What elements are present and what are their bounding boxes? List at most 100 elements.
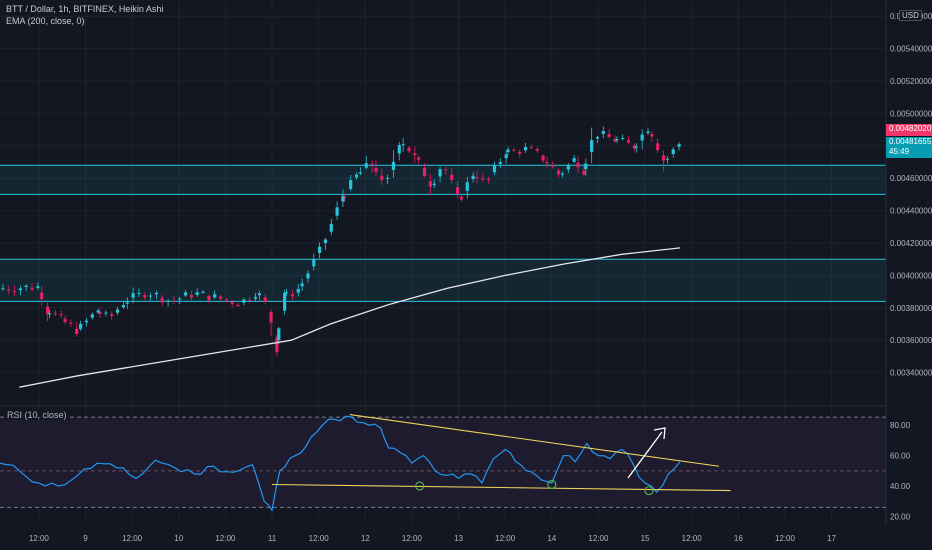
time-tick-label: 13 [454,534,463,543]
time-tick-label: 12:00 [122,534,143,543]
rsi-pane-background [0,417,886,508]
candle-body [248,299,252,301]
candle-body [137,292,141,294]
candle-body [131,293,135,298]
price-tick-label: 0.00500000 [890,109,932,118]
time-tick-label: 17 [827,534,836,543]
candle-body [671,149,675,155]
candle-body [236,304,240,306]
ema-legend[interactable]: EMA (200, close, 0) [6,16,85,26]
candle-body [40,292,44,300]
zone-fill [0,165,886,195]
current-price-tag: 0.00481655 45:49 [886,137,932,158]
time-axis[interactable]: 12:00 9 12:00 10 12:00 11 12:00 12 12:00 13 12:00 1… [29,534,837,543]
candle-body [545,161,549,164]
candle-body [650,134,654,137]
time-tick-label: 12:00 [29,534,50,543]
candle-body [665,158,670,160]
candle-body [24,285,28,288]
rsi-legend[interactable]: RSI (10, close) [4,410,70,420]
candle-body [380,175,384,180]
current-price-value: 0.00481655 [889,137,932,146]
candle-body [121,304,125,308]
candle-body [475,176,479,179]
rsi-low-markers [415,479,654,496]
currency-label[interactable]: USD [899,10,922,21]
candle-body [178,298,182,300]
candle-body [201,291,205,293]
candle-body [364,163,368,168]
candle-body [224,299,228,301]
candle-body [506,149,510,152]
candle-body [370,163,374,165]
candle-body [218,296,223,299]
candle-body [386,177,390,179]
candle-body [213,294,217,298]
candle-body [582,170,586,175]
candle-body [30,287,34,290]
rsi-axis[interactable]: 80.00 60.00 40.00 20.00 [890,421,911,521]
candle-body [166,300,170,302]
candle-body [626,140,631,143]
time-tick-label: 12:00 [588,534,609,543]
time-tick-label: 15 [641,534,650,543]
candle-body [601,130,605,134]
candle-body [53,313,57,315]
candle-body [656,143,660,151]
candle-body [584,163,588,170]
candle-body [349,180,353,189]
price-tick-label: 0.00440000 [890,207,932,216]
candle-body [615,139,619,141]
ema-line [19,247,681,388]
candle-body [96,310,100,313]
price-tick-label: 0.00380000 [890,304,932,313]
candle-body [183,292,188,296]
rsi-trendline [349,414,719,467]
symbol-legend[interactable]: BTT / Dollar, 1h, BITFINEX, Heikin Ashi [6,4,164,14]
candle-body [253,297,258,299]
candle-body [79,323,83,329]
candle-body [195,292,199,295]
candle-body [492,165,497,173]
rsi-tick-label: 40.00 [890,482,911,491]
candle-body [148,295,153,297]
candle-body [444,169,448,171]
candle-body [465,182,469,191]
candle-body [590,140,594,152]
last-price-tag: 0.00482020 [886,124,932,136]
candle-body [518,151,522,154]
rsi-tick-label: 20.00 [890,512,911,521]
candle-body [640,134,644,141]
candle-body [428,181,432,187]
candle-body [154,292,159,295]
candle-body [104,312,108,314]
candle-body [257,293,261,296]
time-tick-label: 12:00 [775,534,796,543]
candle-body [46,306,50,315]
candle-body [422,167,427,177]
candle-body [343,196,347,198]
candle-body [566,165,570,170]
candle-body [115,309,120,313]
candle-body [242,299,246,303]
candle-body [407,147,411,152]
price-tick-label: 0.00540000 [890,45,932,54]
candle-body [413,153,417,156]
candle-body [277,328,281,341]
candle-body [459,196,464,200]
candle-body [391,161,396,170]
time-tick-label: 9 [83,534,88,543]
candle-body [417,157,421,160]
candle-body [481,178,485,180]
candle-body [487,178,491,180]
price-tick-label: 0.00400000 [890,271,932,280]
candle-body [329,223,333,232]
time-tick-label: 14 [547,534,556,543]
candle-body [75,328,79,334]
rsi-trendlines [272,414,731,492]
candle-body [632,145,636,149]
candle-body [7,289,11,291]
candle-body [36,286,40,288]
candle-body [300,283,304,287]
